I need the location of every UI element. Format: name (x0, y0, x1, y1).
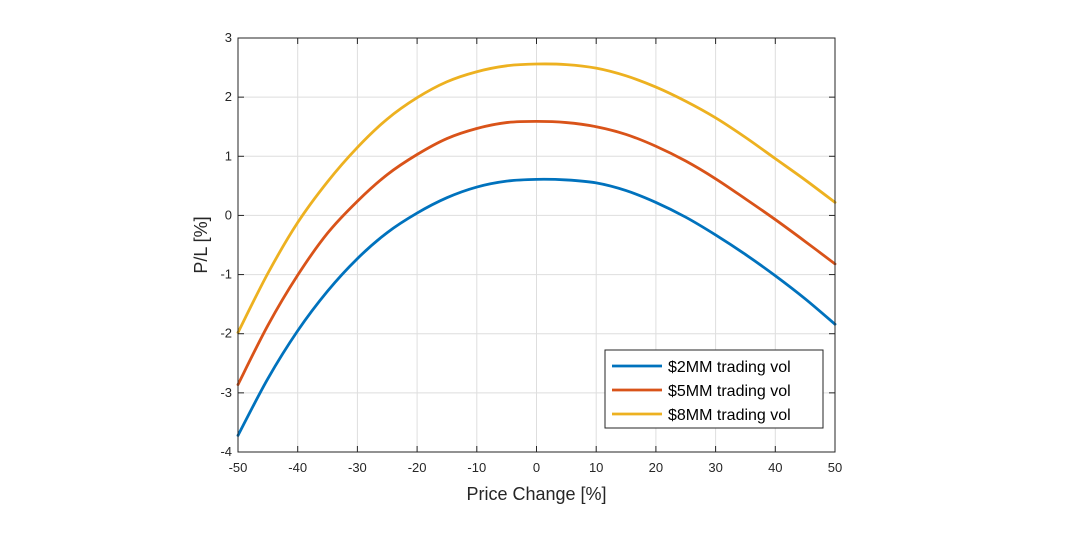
legend: $2MM trading vol $5MM trading vol $8MM tra… (604, 349, 824, 429)
x-tick-label: -40 (288, 460, 307, 475)
series-lines (236, 62, 837, 437)
series-line (236, 119, 837, 386)
y-tick-label: 1 (225, 148, 232, 163)
series-line (236, 62, 837, 334)
legend-label: $8MM trading vol (668, 407, 791, 424)
series-line (236, 177, 837, 437)
x-tick-label: 40 (768, 460, 782, 475)
y-tick-label: -2 (220, 326, 232, 341)
x-tick-label: 0 (533, 460, 540, 475)
x-tick-label: -20 (408, 460, 427, 475)
x-tick-label: -30 (348, 460, 367, 475)
y-tick-label: -3 (220, 385, 232, 400)
axis-ticks (237, 37, 836, 453)
y-tick-label: -4 (220, 444, 232, 459)
legend-label: $2MM trading vol (668, 359, 791, 376)
x-tick-label: 20 (649, 460, 663, 475)
legend-label: $5MM trading vol (668, 383, 791, 400)
x-tick-labels: -50 -40 -30 -20 -10 0 10 20 30 40 50 (229, 460, 843, 475)
y-tick-label: 2 (225, 89, 232, 104)
y-tick-label: -1 (220, 267, 232, 282)
y-axis-label: P/L [%] (191, 216, 211, 273)
x-tick-label: 10 (589, 460, 603, 475)
x-tick-label: 30 (708, 460, 722, 475)
legend-items: $2MM trading vol $5MM trading vol $8MM tra… (612, 359, 791, 424)
y-tick-label: 0 (225, 207, 232, 222)
y-tick-labels: -4 -3 -2 -1 0 1 2 3 (220, 30, 232, 459)
x-tick-label: -50 (229, 460, 248, 475)
y-tick-label: 3 (225, 30, 232, 45)
x-tick-label: -10 (467, 460, 486, 475)
x-tick-label: 50 (828, 460, 842, 475)
x-axis-label: Price Change [%] (466, 484, 606, 504)
